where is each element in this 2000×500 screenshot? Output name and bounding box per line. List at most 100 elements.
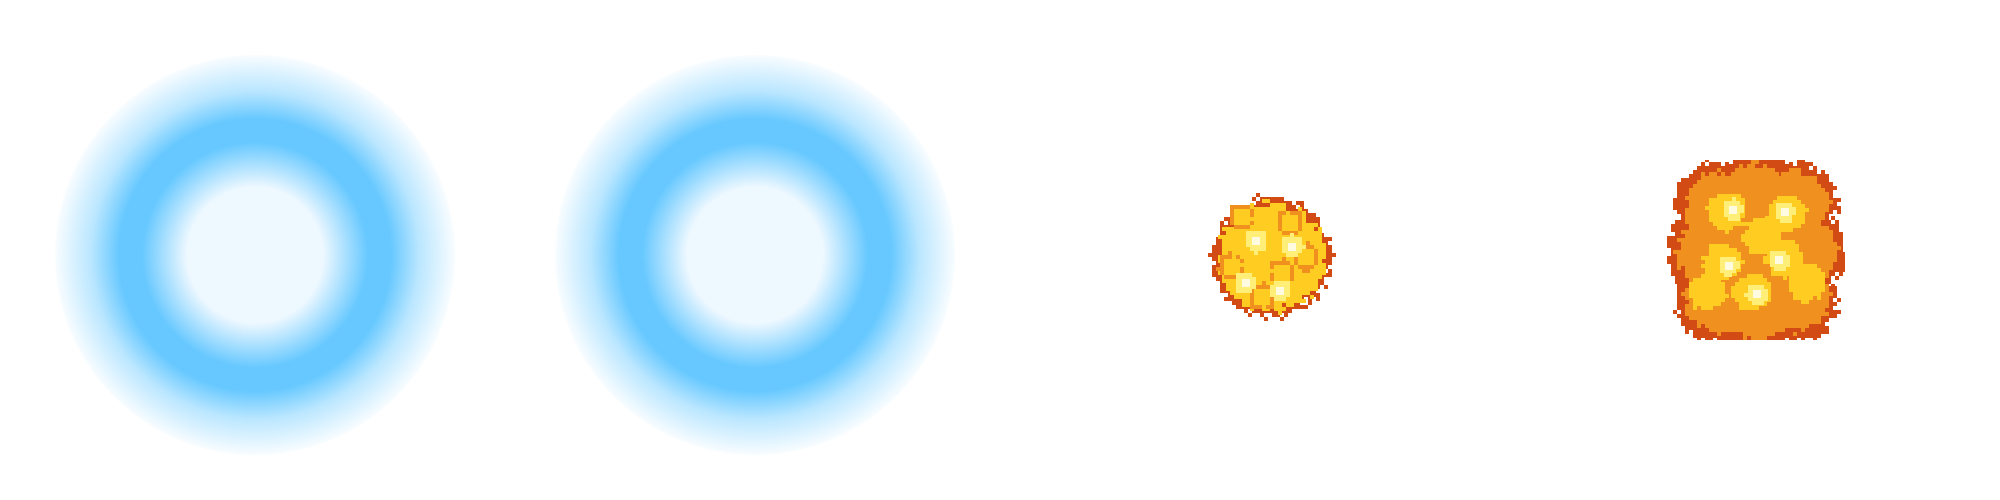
explosion-outline-pixel [1236, 305, 1240, 309]
explosion-outline-pixel [1316, 297, 1320, 301]
explosion-outline-pixel [1681, 182, 1685, 186]
explosion-cell-pixel [1254, 305, 1258, 309]
explosion-outline-pixel [1316, 217, 1320, 221]
explosion-cell-pixel [1250, 297, 1254, 301]
explosion-outline-pixel [1248, 313, 1252, 317]
explosion-body-pixel [1705, 222, 1709, 226]
explosion-outline-pixel [1821, 178, 1825, 182]
explosion-cell-pixel [1224, 255, 1228, 259]
explosion-outline-pixel [1837, 310, 1841, 314]
explosion-body-pixel [1697, 212, 1701, 216]
explosion-outline-pixel [1693, 326, 1697, 330]
explosion-body-pixel [1697, 222, 1701, 226]
explosion-outline-pixel [1721, 338, 1725, 340]
explosion-highlight-pixel [1286, 281, 1290, 285]
explosion-cell-pixel [1242, 221, 1246, 225]
explosion-highlight-pixel [1280, 291, 1284, 295]
explosion-outline-pixel [1843, 268, 1845, 272]
explosion-highlight-pixel [1254, 251, 1258, 255]
explosion-highlight-pixel [1240, 289, 1244, 293]
explosion-body-pixel [1805, 180, 1809, 184]
explosion-highlight-pixel [1286, 237, 1290, 241]
explosion-cell-pixel [1232, 271, 1236, 275]
explosion-body-pixel [1721, 172, 1725, 176]
explosion-body-pixel [1697, 184, 1701, 188]
explosion-body-pixel [1705, 196, 1709, 200]
explosion-body-pixel [1270, 203, 1274, 207]
explosion-outline-pixel [1701, 334, 1705, 338]
explosion-body-pixel [1805, 184, 1809, 188]
explosion-outline-pixel [1833, 302, 1837, 306]
explosion-cell-pixel [1270, 261, 1274, 265]
explosion-body-pixel [1817, 208, 1821, 212]
explosion-cell-pixel [1282, 265, 1286, 269]
explosion-body-pixel [1701, 226, 1705, 230]
explosion-outline-pixel [1769, 336, 1773, 340]
explosion-outline-pixel [1681, 314, 1685, 318]
explosion-outline-pixel [1805, 330, 1809, 334]
explosion-outline-pixel [1835, 264, 1839, 268]
explosion-body-pixel [1697, 208, 1701, 212]
explosion-highlight-pixel [1254, 247, 1258, 251]
explosion-body-pixel [1813, 212, 1817, 216]
explosion-highlight-pixel [1282, 281, 1286, 285]
explosion-outline-pixel [1839, 252, 1843, 256]
explosion-body-pixel [1274, 243, 1278, 247]
explosion-body-pixel [1298, 295, 1302, 299]
explosion-body-pixel [1294, 295, 1298, 299]
explosion-outline-pixel [1671, 224, 1675, 228]
explosion-body-pixel [1246, 263, 1250, 267]
explosion-cell-pixel [1306, 249, 1310, 253]
explosion-body-pixel [1314, 271, 1318, 275]
explosion-body-pixel [1809, 204, 1813, 208]
explosion-body-pixel [1278, 203, 1282, 207]
explosion-body-pixel [1262, 223, 1266, 227]
explosion-body-pixel [1793, 168, 1797, 172]
explosion-body-pixel [1314, 243, 1318, 247]
explosion-body-pixel [1234, 251, 1238, 255]
explosion-body-pixel [1701, 172, 1705, 176]
explosion-cell-pixel [1258, 301, 1262, 305]
explosion-outline-pixel [1741, 160, 1745, 164]
explosion-cell-pixel [1258, 305, 1262, 309]
explosion-body-pixel [1789, 176, 1793, 180]
explosion-body-pixel [1681, 230, 1685, 234]
explosion-body-pixel [1793, 172, 1797, 176]
explosion-cell-pixel [1282, 269, 1286, 273]
explosion-cell-pixel [1314, 257, 1318, 261]
explosion-body-pixel [1282, 207, 1286, 211]
explosion-cell-pixel [1310, 265, 1314, 269]
explosion-cell-pixel [1232, 255, 1236, 259]
explosion-outline-pixel [1821, 330, 1825, 334]
explosion-highlight-pixel [1236, 277, 1240, 281]
explosion-body-pixel [1693, 200, 1697, 204]
explosion-body-pixel [1318, 275, 1322, 279]
explosion-highlight-pixel [1246, 231, 1250, 235]
explosion-body-pixel [1222, 251, 1226, 255]
explosion-highlight-pixel [1274, 281, 1278, 285]
explosion-outline-pixel [1685, 322, 1689, 326]
explosion-outline-pixel [1308, 301, 1312, 305]
large-fire-explosion-sprite [1665, 160, 1845, 340]
explosion-body-pixel [1813, 176, 1817, 180]
explosion-outline-pixel [1805, 334, 1809, 338]
explosion-body-pixel [1266, 199, 1270, 203]
explosion-body-pixel [1693, 196, 1697, 200]
explosion-cell-pixel [1238, 213, 1242, 217]
explosion-body-pixel [1809, 192, 1813, 196]
explosion-body-pixel [1318, 247, 1322, 251]
explosion-outline-pixel [1701, 166, 1705, 170]
explosion-cell-pixel [1266, 285, 1270, 289]
explosion-body-pixel [1250, 255, 1254, 259]
explosion-cell-pixel [1306, 261, 1310, 265]
explosion-body-pixel [1254, 211, 1258, 215]
explosion-outline-pixel [1272, 313, 1276, 317]
explosion-outline-pixel [1793, 338, 1797, 340]
explosion-body-pixel [1234, 231, 1238, 235]
explosion-cell-pixel [1274, 261, 1278, 265]
explosion-body-pixel [1218, 235, 1222, 239]
explosion-outline-pixel [1232, 301, 1236, 305]
explosion-body-pixel [1270, 231, 1274, 235]
explosion-body-pixel [1298, 279, 1302, 283]
explosion-body-pixel [1721, 184, 1725, 188]
